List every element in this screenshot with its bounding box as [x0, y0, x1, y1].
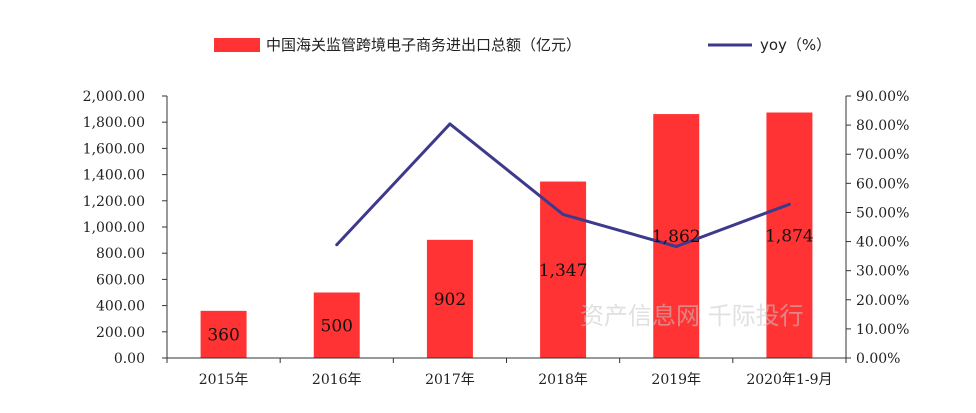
legend-line-label: yoy（%）	[760, 36, 831, 54]
right-tick-label: 50.00%	[856, 205, 909, 221]
x-tick-label: 2019年	[651, 372, 701, 388]
x-tick-label: 2016年	[312, 372, 362, 388]
yoy-point	[335, 243, 339, 247]
line-series-group	[335, 122, 791, 249]
bar	[540, 181, 587, 358]
yoy-point	[674, 245, 678, 249]
left-tick-label: 1,400.00	[83, 168, 145, 184]
left-axis-ticks: 0.00 200.00 400.00 600.00 800.00 1,000.00 1,20…	[83, 89, 167, 367]
left-tick-label: 0.00	[114, 351, 145, 367]
right-tick-label: 60.00%	[856, 176, 909, 192]
bar-series	[200, 112, 813, 358]
legend: 中国海关监管跨境电子商务进出口总额（亿元） yoy（%）	[214, 36, 831, 54]
yoy-point	[787, 202, 791, 206]
bar-value-label: 1,862	[652, 227, 701, 247]
bar-value-label: 1,874	[765, 226, 814, 246]
left-tick-label: 1,600.00	[83, 141, 145, 157]
x-axis-ticks: 2015年 2016年 2017年 2018年 2019年 2020年1-9月	[166, 358, 847, 388]
x-tick-label: 2015年	[199, 372, 249, 388]
bar	[766, 112, 813, 358]
bar-value-label: 902	[434, 290, 466, 310]
x-tick-label: 2018年	[538, 372, 588, 388]
bar	[313, 292, 360, 358]
left-tick-label: 1,800.00	[83, 115, 145, 131]
yoy-point	[561, 212, 565, 216]
left-tick-label: 600.00	[96, 272, 145, 288]
left-tick-label: 200.00	[96, 325, 145, 341]
bar-value-label: 360	[207, 325, 239, 345]
right-tick-label: 10.00%	[856, 322, 909, 338]
right-tick-label: 70.00%	[856, 147, 909, 163]
legend-bar-swatch	[214, 38, 260, 52]
legend-bar-label: 中国海关监管跨境电子商务进出口总额（亿元）	[266, 36, 581, 54]
bar	[200, 310, 247, 358]
bar-data-labels: 360 500 902 1,347 1,862 1,874	[207, 226, 813, 345]
right-tick-label: 0.00%	[856, 351, 900, 367]
bar-value-label: 500	[321, 316, 353, 336]
left-tick-label: 2,000.00	[83, 89, 145, 105]
yoy-point	[448, 122, 452, 126]
x-tick-label: 2017年	[425, 372, 475, 388]
right-tick-label: 40.00%	[856, 235, 909, 251]
x-tick-label: 2020年1-9月	[746, 372, 832, 388]
right-axis-ticks: 0.00% 10.00% 20.00% 30.00% 40.00% 50.00% 60.00…	[846, 89, 909, 367]
right-tick-label: 90.00%	[856, 89, 909, 105]
left-tick-label: 1,200.00	[83, 194, 145, 210]
right-tick-label: 30.00%	[856, 264, 909, 280]
bar	[426, 239, 473, 358]
watermark: 资产信息网 千际投行	[580, 302, 804, 330]
right-tick-label: 20.00%	[856, 293, 909, 309]
left-tick-label: 800.00	[96, 246, 145, 262]
bar-value-label: 1,347	[539, 261, 588, 281]
right-tick-label: 80.00%	[856, 118, 909, 134]
bar	[653, 114, 700, 358]
left-tick-label: 400.00	[96, 299, 145, 315]
left-tick-label: 1,000.00	[83, 220, 145, 236]
